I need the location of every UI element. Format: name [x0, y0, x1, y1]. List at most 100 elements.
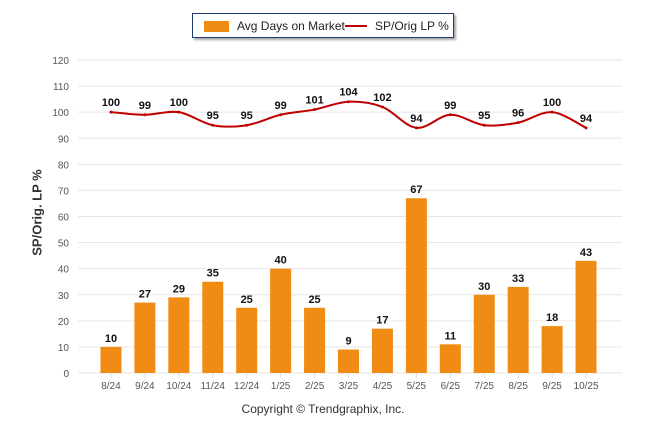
- bar-value-label: 11: [444, 330, 456, 342]
- x-tick-label: 9/24: [135, 381, 155, 392]
- y-tick-label: 20: [58, 317, 70, 328]
- y-tick-label: 110: [53, 82, 69, 93]
- line-value-label: 99: [444, 100, 456, 112]
- bar-value-label: 18: [546, 312, 558, 324]
- line-value-label: 95: [478, 110, 490, 122]
- line-point: [584, 126, 588, 130]
- y-tick-label: 30: [58, 291, 70, 302]
- line-point: [482, 123, 486, 127]
- y-tick-label: 100: [52, 108, 69, 119]
- x-tick-label: 8/25: [508, 381, 528, 392]
- line-value-label: 96: [512, 108, 524, 120]
- legend-line-swatch: [345, 25, 367, 27]
- bar: [575, 260, 597, 373]
- bar-series: [100, 198, 597, 373]
- y-tick-label: 40: [58, 265, 70, 276]
- line-point: [448, 113, 452, 117]
- bar-value-label: 17: [376, 315, 388, 327]
- legend-label-line: SP/Orig LP %: [375, 19, 449, 33]
- line-value-label: 95: [241, 110, 253, 122]
- bar-value-label: 35: [207, 268, 219, 280]
- bar: [338, 349, 359, 373]
- bar: [405, 198, 427, 373]
- bar-value-label: 9: [345, 336, 351, 348]
- x-tick-label: 2/25: [305, 381, 325, 392]
- x-axis-ticks: 8/24 9/24 10/24 11/24 12/24 1/25 2/25 3/25 4/25 5…: [101, 373, 599, 392]
- line-data-labels: 100 99 100 95 95 99 101 104 102 94 99 95 96 100 94: [102, 87, 593, 125]
- line-point: [347, 100, 350, 104]
- bar: [134, 302, 156, 373]
- y-tick-label: 0: [63, 369, 69, 380]
- y-axis-ticks: 0 10 20 30 40 50 60 70 80 90 100 110 120: [52, 56, 69, 380]
- bar: [541, 326, 563, 373]
- bar-value-label: 33: [512, 273, 524, 285]
- line-point: [279, 113, 283, 117]
- line-point: [211, 123, 215, 127]
- x-tick-label: 12/24: [234, 381, 259, 392]
- line-value-label: 94: [580, 113, 593, 125]
- bar: [270, 268, 292, 373]
- legend-label-bars: Avg Days on Market: [237, 19, 345, 33]
- bar: [439, 344, 461, 373]
- bar: [168, 297, 190, 373]
- x-tick-label: 3/25: [339, 381, 359, 392]
- line-value-label: 99: [139, 100, 151, 112]
- x-tick-label: 4/25: [373, 381, 393, 392]
- line-point: [516, 121, 520, 125]
- y-tick-label: 50: [58, 239, 70, 250]
- line-value-label: 101: [305, 95, 323, 107]
- y-tick-label: 90: [58, 134, 70, 145]
- y-axis-label: SP/Orig. LP %: [29, 169, 45, 256]
- line-point: [177, 110, 181, 114]
- x-tick-label: 9/25: [542, 381, 562, 392]
- x-tick-label: 7/25: [474, 381, 494, 392]
- gridlines: [78, 59, 622, 374]
- line-point: [143, 113, 147, 117]
- line-point: [109, 110, 113, 114]
- copyright-text: Copyright © Trendgraphix, Inc.: [241, 402, 405, 416]
- x-tick-label: 11/24: [201, 381, 226, 392]
- bar: [473, 294, 495, 373]
- x-tick-label: 10/24: [166, 381, 191, 392]
- line-value-label: 102: [373, 92, 391, 104]
- legend-item-bars[interactable]: Avg Days on Market: [204, 19, 345, 33]
- bar-value-label: 25: [308, 294, 320, 306]
- y-tick-label: 70: [58, 186, 70, 197]
- bar-value-label: 10: [105, 333, 117, 345]
- legend: Avg Days on Market SP/Orig LP %: [192, 13, 454, 38]
- legend-item-line[interactable]: SP/Orig LP %: [345, 19, 449, 33]
- line-point: [313, 108, 317, 112]
- y-tick-label: 120: [52, 56, 69, 67]
- line-point: [380, 105, 384, 109]
- line-point: [245, 123, 249, 127]
- line-value-label: 100: [543, 97, 561, 109]
- x-tick-label: 5/25: [407, 381, 427, 392]
- bar: [236, 307, 258, 373]
- bar: [507, 286, 529, 373]
- line-value-label: 104: [339, 87, 358, 99]
- y-tick-label: 10: [58, 343, 70, 354]
- line-point: [550, 110, 554, 114]
- line-value-label: 100: [170, 97, 188, 109]
- bar: [304, 307, 326, 373]
- line-value-label: 94: [410, 113, 423, 125]
- line-series: [109, 100, 588, 130]
- bar: [100, 346, 122, 373]
- x-tick-label: 1/25: [271, 381, 291, 392]
- bar: [202, 281, 224, 373]
- bar-value-label: 30: [478, 281, 490, 293]
- bar-value-label: 67: [410, 184, 422, 196]
- line-value-label: 100: [102, 97, 120, 109]
- bar-value-label: 25: [241, 294, 253, 306]
- bar-value-label: 29: [173, 283, 185, 295]
- y-tick-label: 60: [58, 213, 70, 224]
- line-value-label: 95: [207, 110, 219, 122]
- x-tick-label: 10/25: [574, 381, 599, 392]
- line-value-label: 99: [275, 100, 287, 112]
- bar-value-label: 40: [275, 255, 287, 267]
- bar-value-label: 43: [580, 247, 592, 259]
- bar-value-label: 27: [139, 289, 151, 301]
- y-tick-label: 80: [58, 160, 70, 171]
- bar-data-labels: 10 27 29 35 25 40 25 9 17 67 11 30 33 18 43: [105, 184, 592, 347]
- line-point: [414, 126, 418, 130]
